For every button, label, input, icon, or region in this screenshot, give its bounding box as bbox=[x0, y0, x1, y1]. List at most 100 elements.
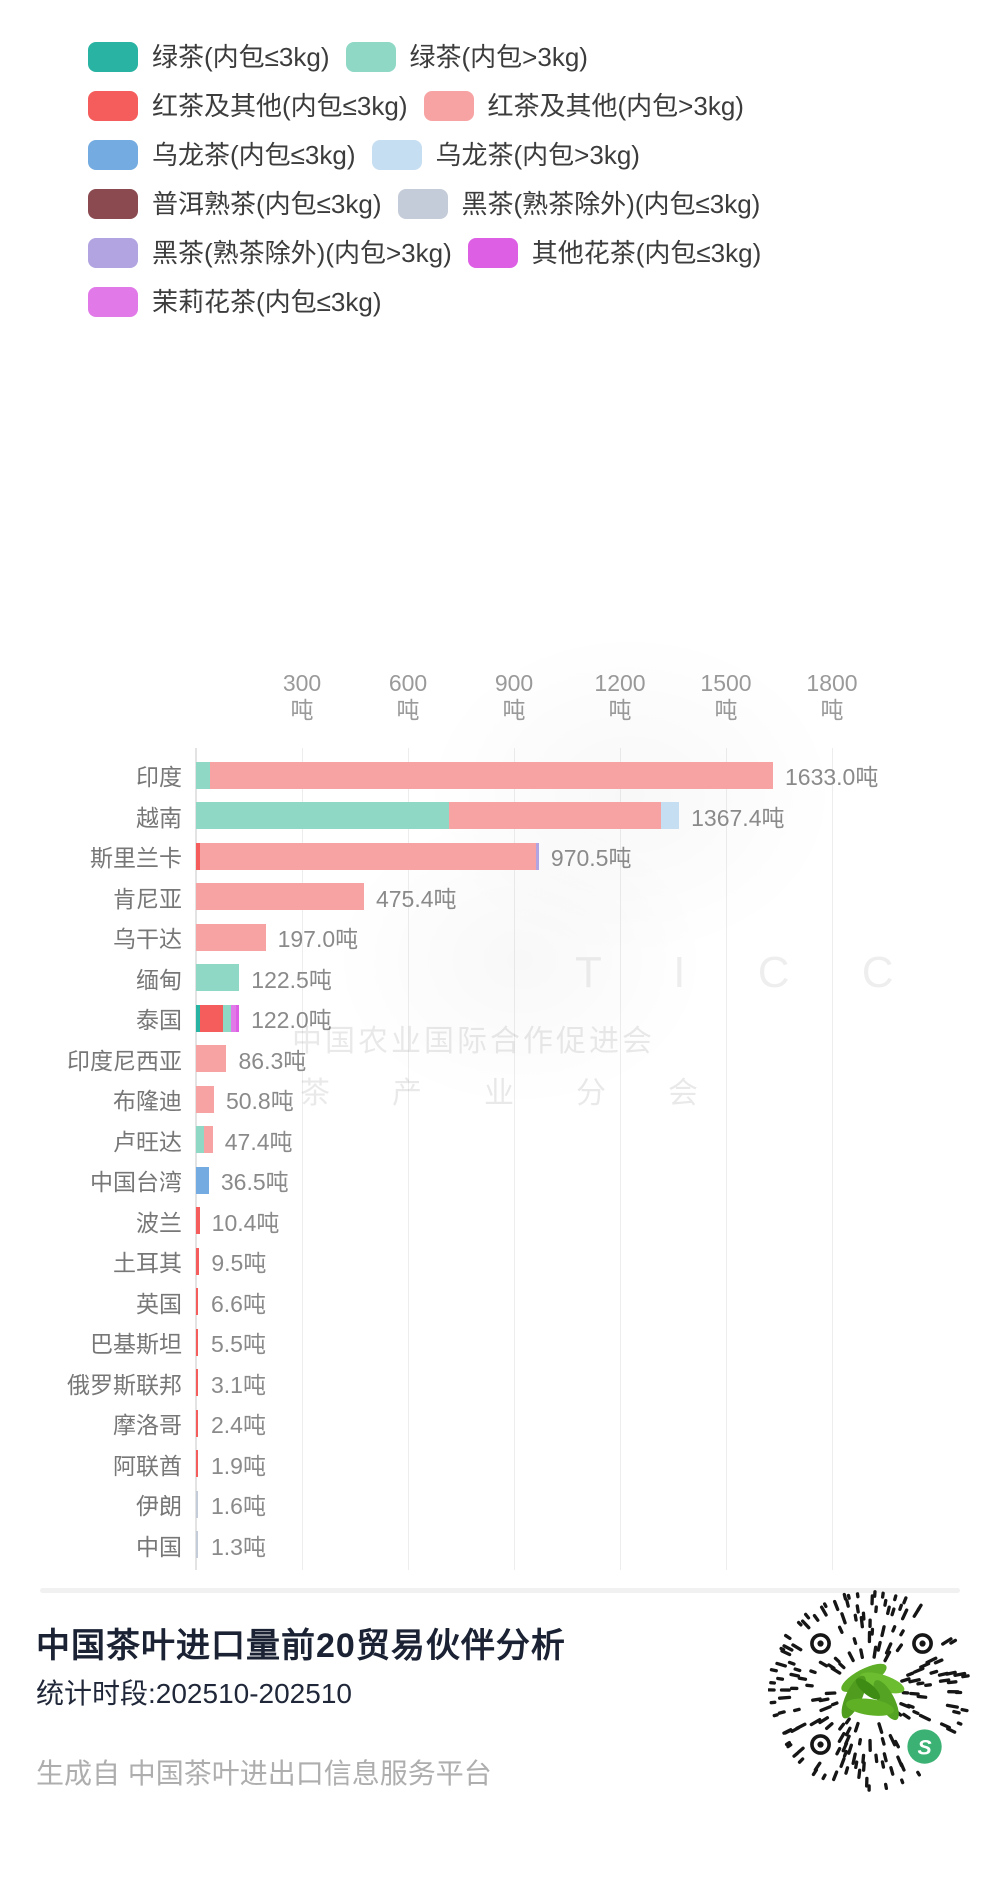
stacked-bar bbox=[196, 1450, 199, 1478]
qr-dash bbox=[838, 1662, 846, 1670]
bar-segment-green_small bbox=[196, 1004, 200, 1032]
qr-dash bbox=[952, 1709, 961, 1715]
x-axis-tick-300: 300 吨 bbox=[282, 670, 322, 723]
qr-dash bbox=[777, 1710, 786, 1715]
qr-eye bbox=[912, 1633, 933, 1654]
bar-segment-red_large bbox=[204, 1126, 213, 1154]
qr-dash bbox=[880, 1737, 886, 1746]
stacked-bar bbox=[196, 964, 240, 992]
mini-program-qr-code: S bbox=[768, 1590, 970, 1792]
qr-dash bbox=[800, 1619, 811, 1630]
report-period: 统计时段:202510-202510 bbox=[36, 1678, 352, 1709]
bar-rows: 印度 1633.0吨 越南 1367.4吨 斯里兰卡 970.5吨 肯尼亚 475.4吨 乌干达… bbox=[0, 755, 1000, 1565]
qr-dash bbox=[796, 1620, 803, 1627]
category-label: 泰国 bbox=[136, 1007, 182, 1034]
category-label: 印度 bbox=[136, 764, 182, 791]
qr-dash bbox=[906, 1703, 915, 1709]
bar-segment-red_large bbox=[448, 802, 661, 830]
category-label: 中国台湾 bbox=[90, 1169, 182, 1196]
value-label: 2.4吨 bbox=[211, 1412, 266, 1439]
bar-segment-red_large bbox=[196, 923, 266, 951]
svg-text:S: S bbox=[917, 1737, 931, 1760]
value-label: 970.5吨 bbox=[550, 845, 632, 872]
qr-dash bbox=[819, 1705, 832, 1713]
legend-row: 乌龙茶(内包≤3kg) 乌龙茶(内包>3kg) bbox=[88, 140, 968, 170]
stacked-bar bbox=[196, 1328, 199, 1356]
qr-dash bbox=[851, 1752, 857, 1765]
qr-dash bbox=[899, 1762, 906, 1772]
bar-row-缅甸: 缅甸 122.5吨 bbox=[0, 958, 1000, 999]
qr-dash bbox=[945, 1703, 959, 1709]
bar-row-俄罗斯联邦: 俄罗斯联邦 3.1吨 bbox=[0, 1363, 1000, 1404]
bar-row-肯尼亚: 肯尼亚 475.4吨 bbox=[0, 877, 1000, 918]
category-label: 阿联酋 bbox=[113, 1452, 182, 1479]
gridline-600 bbox=[408, 748, 409, 1570]
value-label: 1.6吨 bbox=[211, 1493, 266, 1520]
legend-item-puer_small: 普洱熟茶(内包≤3kg) bbox=[88, 189, 382, 219]
category-label: 波兰 bbox=[136, 1209, 182, 1236]
stacked-bar bbox=[196, 1288, 199, 1316]
bar-segment-dark_small bbox=[196, 1490, 198, 1518]
qr-dash bbox=[855, 1604, 860, 1614]
qr-dash bbox=[844, 1717, 851, 1725]
qr-dash bbox=[846, 1593, 851, 1600]
qr-dash bbox=[782, 1728, 793, 1735]
category-label: 缅甸 bbox=[136, 966, 182, 993]
bar-segment-red_small bbox=[196, 1207, 200, 1235]
bar-segment-red_large bbox=[196, 1085, 214, 1113]
qr-dash bbox=[840, 1612, 847, 1625]
qr-dash bbox=[883, 1782, 889, 1791]
value-label: 475.4吨 bbox=[375, 885, 457, 912]
qr-dash bbox=[831, 1770, 839, 1782]
value-label: 5.5吨 bbox=[211, 1331, 266, 1358]
legend-label: 茉莉花茶(内包≤3kg) bbox=[152, 287, 382, 317]
qr-dash bbox=[797, 1676, 808, 1681]
qr-dash bbox=[791, 1643, 803, 1652]
stacked-bar bbox=[196, 842, 539, 870]
legend-item-other_flower_small: 其他花茶(内包≤3kg) bbox=[467, 238, 761, 268]
qr-dash bbox=[925, 1656, 938, 1665]
legend-label: 普洱熟茶(内包≤3kg) bbox=[152, 189, 382, 219]
qr-dash bbox=[835, 1746, 842, 1756]
value-label: 50.8吨 bbox=[225, 1088, 294, 1115]
legend-item-green_large: 绿茶(内包>3kg) bbox=[345, 42, 588, 72]
x-axis-tick-1500: 1500 吨 bbox=[700, 670, 752, 723]
qr-dash bbox=[889, 1766, 895, 1776]
category-label: 俄罗斯联邦 bbox=[67, 1371, 182, 1398]
qr-dash bbox=[780, 1649, 792, 1657]
qr-dash bbox=[789, 1672, 801, 1678]
bar-segment-oolong_small bbox=[196, 1166, 209, 1194]
qr-dash bbox=[845, 1599, 850, 1608]
qr-dash bbox=[769, 1668, 778, 1673]
gridline-300 bbox=[302, 748, 303, 1570]
legend-swatch-other_flower_small bbox=[467, 238, 518, 268]
qr-dash bbox=[812, 1613, 820, 1622]
legend-swatch-puer_small bbox=[88, 189, 138, 219]
qr-dash bbox=[902, 1596, 908, 1605]
qr-dash bbox=[938, 1678, 951, 1683]
qr-badge: S bbox=[907, 1729, 942, 1764]
legend-row: 黑茶(熟茶除外)(内包>3kg) 其他花茶(内包≤3kg) bbox=[88, 238, 968, 268]
legend-swatch-oolong_large bbox=[371, 140, 422, 170]
stacked-bar bbox=[196, 1531, 199, 1559]
bar-segment-red_large bbox=[196, 883, 364, 911]
bar-row-伊朗: 伊朗 1.6吨 bbox=[0, 1484, 1000, 1525]
qr-dash bbox=[857, 1738, 862, 1746]
legend-row: 茉莉花茶(内包≤3kg) bbox=[88, 287, 968, 317]
bar-row-泰国: 泰国 122.0吨 bbox=[0, 998, 1000, 1039]
stacked-bar bbox=[196, 1490, 199, 1518]
value-label: 122.0吨 bbox=[251, 1007, 332, 1034]
legend-label: 红茶及其他(内包≤3kg) bbox=[152, 91, 408, 121]
bar-row-印度尼西亚: 印度尼西亚 86.3吨 bbox=[0, 1039, 1000, 1080]
stacked-bar bbox=[196, 802, 680, 830]
bar-row-巴基斯坦: 巴基斯坦 5.5吨 bbox=[0, 1322, 1000, 1363]
qr-dash bbox=[899, 1629, 905, 1637]
legend-swatch-jasmine_small bbox=[88, 287, 138, 317]
qr-dash bbox=[890, 1607, 896, 1617]
legend-row: 绿茶(内包≤3kg) 绿茶(内包>3kg) bbox=[88, 42, 968, 72]
stacked-bar bbox=[196, 1247, 200, 1275]
qr-dash bbox=[893, 1739, 900, 1749]
qr-dash bbox=[847, 1651, 855, 1663]
qr-dash bbox=[842, 1592, 848, 1601]
